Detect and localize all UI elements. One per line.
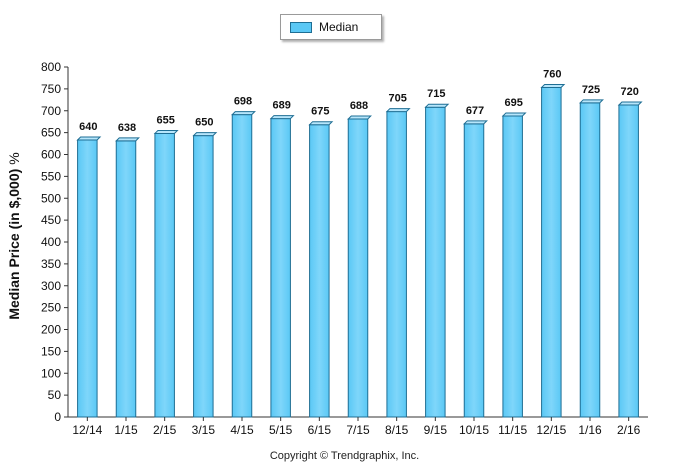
bar-top — [540, 84, 566, 88]
y-tick-label: 0 — [54, 410, 61, 424]
bar — [347, 118, 369, 418]
bar-value-label: 705 — [388, 93, 406, 105]
x-tick-label: 12/14 — [72, 423, 102, 437]
bar-value-label: 725 — [582, 84, 600, 96]
bar-top — [501, 112, 527, 117]
bar-value-label: 688 — [350, 100, 368, 112]
bar-top — [463, 120, 488, 125]
y-tick-label: 250 — [41, 301, 61, 315]
x-tick-label: 10/15 — [459, 423, 489, 437]
bar — [425, 106, 446, 418]
x-tick-label: 3/15 — [192, 423, 216, 437]
bar-value-label: 720 — [620, 86, 638, 98]
x-tick-label: 12/15 — [536, 423, 566, 437]
y-tick-label: 750 — [41, 82, 61, 96]
bar-top — [424, 103, 450, 108]
y-tick-label: 800 — [41, 60, 61, 74]
bar-value-label: 695 — [504, 97, 522, 109]
bar-value-label: 640 — [79, 121, 97, 133]
y-tick-label: 350 — [41, 257, 61, 271]
legend-swatch-median — [290, 22, 312, 33]
bar-value-label: 760 — [543, 69, 561, 81]
legend-label-median: Median — [319, 20, 359, 34]
bar — [502, 115, 523, 418]
bar-top — [153, 129, 179, 134]
bar-value-label: 689 — [272, 100, 290, 112]
bar — [386, 111, 407, 418]
y-tick-label: 600 — [41, 148, 61, 162]
x-tick-label: 11/15 — [498, 423, 527, 437]
x-tick-label: 2/16 — [617, 423, 641, 437]
y-tick-label: 50 — [48, 388, 62, 402]
bar-value-label: 715 — [427, 88, 445, 100]
bar-top — [115, 137, 140, 142]
bar — [154, 132, 175, 418]
bar-value-label: 655 — [156, 114, 174, 126]
y-tick-label: 150 — [41, 344, 61, 358]
bar — [541, 87, 562, 418]
y-tick-label: 700 — [41, 104, 61, 118]
bar — [463, 123, 485, 418]
bar-top — [308, 121, 334, 126]
bar-top — [579, 99, 604, 104]
y-tick-label: 550 — [41, 169, 61, 183]
x-tick-label: 8/15 — [385, 423, 409, 437]
bar-top — [192, 132, 218, 137]
bar — [579, 102, 601, 418]
bar — [115, 140, 137, 418]
bar-value-label: 638 — [118, 122, 136, 134]
bar-value-label: 650 — [195, 117, 213, 129]
copyright-text: Copyright © Trendgraphix, Inc. — [269, 450, 420, 462]
bar — [309, 124, 330, 418]
y-tick-label: 200 — [41, 323, 61, 337]
bar-value-label: 677 — [466, 105, 484, 117]
bar-top — [76, 136, 102, 141]
bar-value-label: 675 — [311, 106, 329, 118]
x-tick-label: 9/15 — [424, 423, 448, 437]
y-tick-label: 500 — [41, 191, 61, 205]
bar-top — [269, 115, 295, 120]
bar — [193, 135, 214, 418]
y-tick-label: 450 — [41, 213, 61, 227]
y-tick-label: 100 — [41, 366, 61, 380]
y-axis-title-suffix: % — [6, 152, 22, 165]
bar-top — [347, 115, 372, 120]
bar — [270, 118, 291, 418]
x-tick-label: 4/15 — [230, 423, 254, 437]
bar — [618, 104, 639, 418]
y-tick-label: 650 — [41, 126, 61, 140]
x-tick-label: 7/15 — [346, 423, 370, 437]
x-tick-label: 6/15 — [308, 423, 332, 437]
x-tick-label: 1/15 — [114, 423, 138, 437]
x-tick-label: 1/16 — [578, 423, 602, 437]
bar — [77, 139, 98, 418]
bar — [231, 114, 253, 418]
y-tick-label: 300 — [41, 279, 61, 293]
legend: Median — [280, 14, 382, 40]
x-tick-label: 2/15 — [153, 423, 177, 437]
y-axis-title: Median Price (in $,000) % — [6, 152, 22, 319]
y-tick-label: 400 — [41, 235, 61, 249]
x-tick-label: 5/15 — [269, 423, 293, 437]
bar-value-label: 698 — [234, 96, 252, 108]
bar-top — [385, 108, 411, 113]
bar-top — [617, 101, 643, 106]
y-axis-title-text: Median Price (in $,000) — [6, 168, 22, 320]
bar-top — [231, 111, 256, 116]
